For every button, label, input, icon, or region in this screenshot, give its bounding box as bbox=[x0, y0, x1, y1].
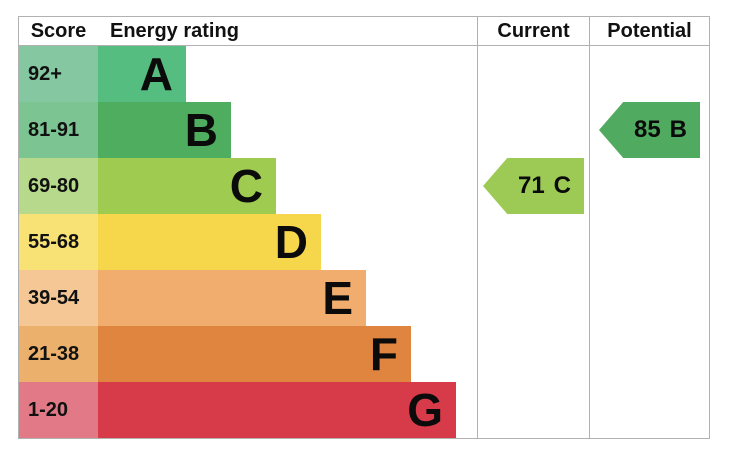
band-score-range: 1-20 bbox=[19, 382, 98, 438]
current-score-value: 71 bbox=[517, 172, 545, 199]
potential-column-cell bbox=[589, 158, 709, 214]
current-column-cell bbox=[477, 382, 589, 438]
epc-rating-chart: Score Energy rating Current Potential 92… bbox=[18, 16, 710, 439]
energy-rating-column-header: Energy rating bbox=[110, 19, 239, 42]
potential-column-cell: 85 B bbox=[589, 102, 709, 158]
epc-band-row: 69-80 C 71 C bbox=[19, 158, 709, 214]
energy-rating-bar-cell: C bbox=[98, 158, 477, 214]
band-letter: B bbox=[184, 104, 218, 156]
potential-column-cell bbox=[589, 270, 709, 326]
energy-rating-bar: A bbox=[98, 46, 186, 102]
current-column-header: Current bbox=[477, 17, 589, 45]
epc-band-row: 92+ A bbox=[19, 46, 709, 102]
current-rating-arrow: 71 C bbox=[483, 158, 584, 214]
band-score-range: 21-38 bbox=[19, 326, 98, 382]
chart-header-row: Score Energy rating Current Potential bbox=[19, 17, 709, 46]
band-letter: F bbox=[369, 328, 398, 380]
score-column-header: Score bbox=[30, 19, 87, 42]
potential-column-cell bbox=[589, 46, 709, 102]
energy-rating-bar-cell: E bbox=[98, 270, 477, 326]
epc-band-row: 21-38 F bbox=[19, 326, 709, 382]
potential-rating-letter: B bbox=[669, 116, 688, 143]
potential-rating-arrow: 85 B bbox=[599, 102, 700, 158]
energy-rating-bar: B bbox=[98, 102, 231, 158]
band-letter: G bbox=[407, 384, 443, 436]
band-score-range: 69-80 bbox=[19, 158, 98, 214]
current-column-cell bbox=[477, 46, 589, 102]
energy-rating-bar-cell: G bbox=[98, 382, 477, 438]
current-rating-letter: C bbox=[553, 172, 572, 199]
epc-band-row: 81-91 B 85 B bbox=[19, 102, 709, 158]
current-column-cell bbox=[477, 102, 589, 158]
energy-rating-bar-cell: D bbox=[98, 214, 477, 270]
band-letter: D bbox=[274, 216, 308, 268]
current-column-cell bbox=[477, 214, 589, 270]
epc-band-row: 39-54 E bbox=[19, 270, 709, 326]
potential-column-cell bbox=[589, 382, 709, 438]
energy-rating-bar: D bbox=[98, 214, 321, 270]
energy-rating-bar: F bbox=[98, 326, 411, 382]
epc-band-row: 55-68 D bbox=[19, 214, 709, 270]
energy-rating-bar-cell: B bbox=[98, 102, 477, 158]
band-score-range: 81-91 bbox=[19, 102, 98, 158]
band-letter: C bbox=[229, 160, 263, 212]
epc-band-rows: 92+ A 81-91 B 85 B 69-80 C 71 C 55-68 bbox=[19, 46, 709, 438]
potential-score-value: 85 bbox=[633, 116, 661, 143]
potential-column-header: Potential bbox=[589, 17, 709, 45]
band-score-range: 92+ bbox=[19, 46, 98, 102]
energy-rating-bar: E bbox=[98, 270, 366, 326]
band-score-range: 39-54 bbox=[19, 270, 98, 326]
current-column-cell: 71 C bbox=[477, 158, 589, 214]
epc-band-row: 1-20 G bbox=[19, 382, 709, 438]
energy-rating-bar-cell: F bbox=[98, 326, 477, 382]
energy-rating-bar-cell: A bbox=[98, 46, 477, 102]
band-score-range: 55-68 bbox=[19, 214, 98, 270]
current-column-cell bbox=[477, 270, 589, 326]
current-column-cell bbox=[477, 326, 589, 382]
energy-rating-bar: C bbox=[98, 158, 276, 214]
band-letter: E bbox=[322, 272, 353, 324]
energy-rating-bar: G bbox=[98, 382, 456, 438]
potential-column-cell bbox=[589, 214, 709, 270]
band-letter: A bbox=[139, 48, 173, 100]
potential-column-cell bbox=[589, 326, 709, 382]
